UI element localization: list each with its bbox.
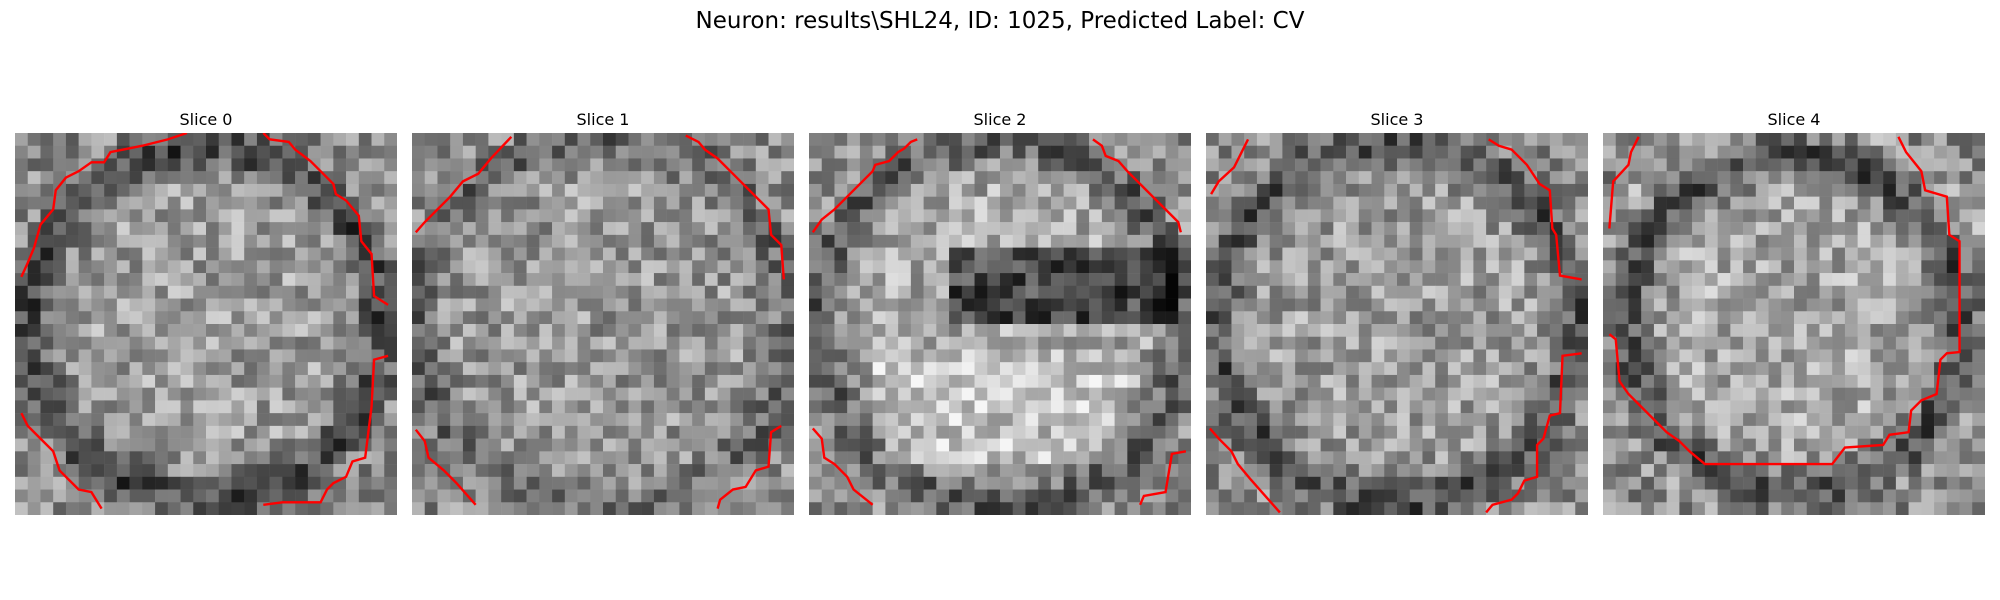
slice-title-4: Slice 4 — [1767, 110, 1821, 129]
roi-contour-segment — [1609, 137, 1638, 229]
slice-image-4 — [1603, 133, 1985, 515]
slice-image-1 — [412, 133, 794, 515]
roi-contour-segment — [813, 139, 917, 232]
roi-contour-segment — [1489, 139, 1582, 279]
slice-pixels-3 — [1206, 133, 1588, 515]
slice-pixels-2 — [809, 133, 1191, 515]
roi-contours-4 — [1609, 137, 1959, 464]
figure-title: Neuron: results\SHL24, ID: 1025, Predict… — [695, 8, 1305, 34]
roi-contour-segment — [1093, 139, 1181, 232]
roi-contour-segment — [686, 136, 784, 280]
slice-pixels-0 — [15, 133, 397, 515]
roi-contour-segment — [1211, 139, 1248, 194]
roi-contour-segment — [416, 430, 476, 505]
slice-image-3 — [1206, 133, 1588, 515]
roi-contour-segment — [263, 356, 388, 505]
roi-contours-0 — [21, 133, 388, 509]
roi-contour-segment — [263, 133, 388, 305]
roi-contour-segment — [1609, 137, 1959, 464]
roi-contour-segment — [21, 133, 187, 277]
roi-contour-segment — [718, 426, 782, 509]
slice-title-3: Slice 3 — [1370, 110, 1424, 129]
roi-contour-segment — [21, 413, 101, 509]
roi-contour-segment — [813, 428, 873, 504]
roi-contours-2 — [813, 139, 1186, 504]
roi-contour-segment — [1210, 428, 1280, 512]
slice-title-0: Slice 0 — [179, 110, 233, 129]
slice-title-2: Slice 2 — [973, 110, 1027, 129]
slice-pixels-1 — [412, 133, 794, 515]
slice-title-1: Slice 1 — [576, 110, 630, 129]
roi-contour-segment — [1486, 353, 1582, 512]
slice-image-0 — [15, 133, 397, 515]
roi-contour-segment — [416, 137, 512, 233]
roi-contours-3 — [1210, 139, 1582, 512]
roi-contours-1 — [416, 136, 784, 509]
slice-image-2 — [809, 133, 1191, 515]
roi-contour-segment — [1140, 451, 1186, 504]
